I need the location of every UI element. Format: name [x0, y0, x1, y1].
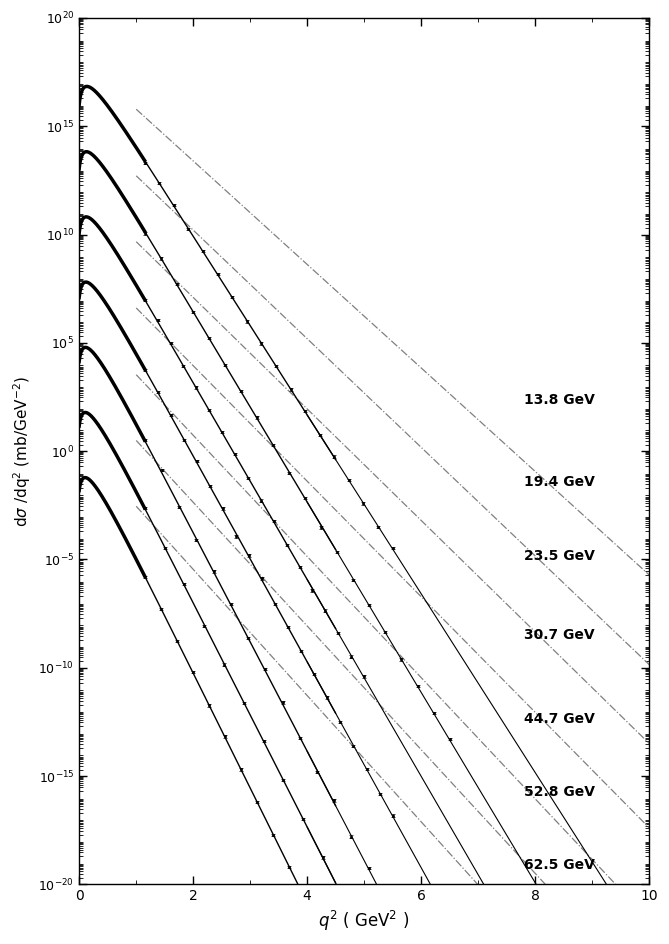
Text: 44.7 GeV: 44.7 GeV — [524, 712, 595, 726]
Text: 62.5 GeV: 62.5 GeV — [524, 858, 595, 872]
Text: 52.8 GeV: 52.8 GeV — [524, 784, 595, 799]
Text: 19.4 GeV: 19.4 GeV — [524, 475, 595, 489]
Text: 23.5 GeV: 23.5 GeV — [524, 549, 595, 564]
Text: 13.8 GeV: 13.8 GeV — [524, 393, 595, 407]
Y-axis label: d$\sigma$ /dq$^2$ (mb/GeV$^{-2}$): d$\sigma$ /dq$^2$ (mb/GeV$^{-2}$) — [11, 376, 33, 527]
Text: 30.7 GeV: 30.7 GeV — [524, 628, 594, 642]
X-axis label: $q^2$ ( GeV$^2$ ): $q^2$ ( GeV$^2$ ) — [318, 909, 409, 933]
